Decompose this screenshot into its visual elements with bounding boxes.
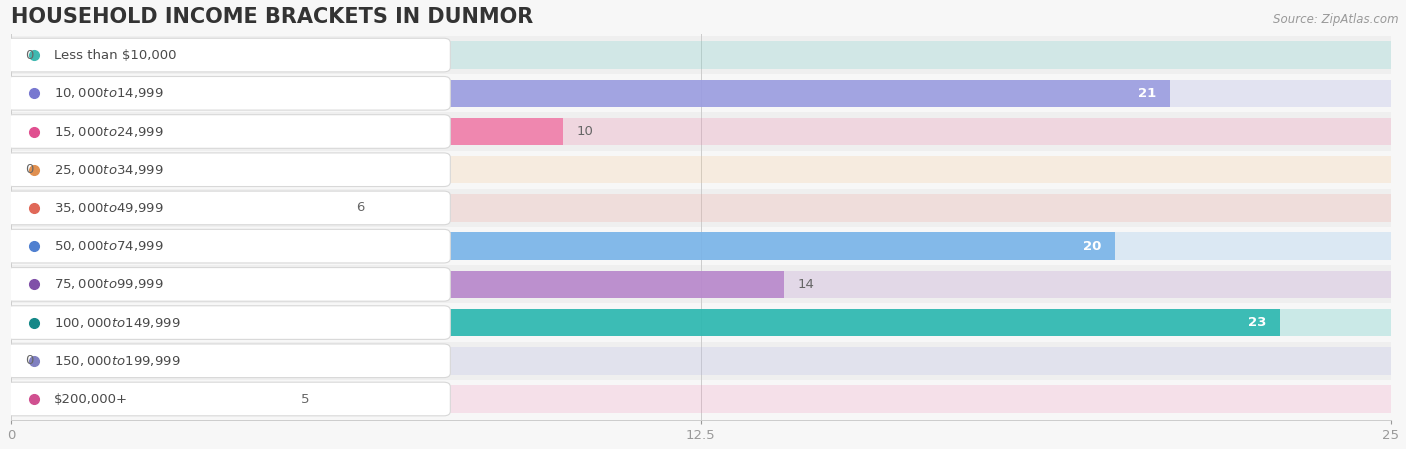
Bar: [11, 79, 1170, 107]
Text: $15,000 to $24,999: $15,000 to $24,999: [55, 124, 165, 138]
Bar: [11, 309, 1281, 336]
Text: $25,000 to $34,999: $25,000 to $34,999: [55, 163, 165, 177]
FancyBboxPatch shape: [7, 76, 450, 110]
Text: 6: 6: [356, 202, 364, 215]
FancyBboxPatch shape: [7, 191, 450, 225]
Bar: [11, 74, 1391, 112]
Bar: [11, 385, 287, 413]
Text: 23: 23: [1249, 316, 1267, 329]
Text: $100,000 to $149,999: $100,000 to $149,999: [55, 316, 181, 330]
Bar: [11, 233, 1391, 260]
Text: 0: 0: [25, 163, 34, 176]
FancyBboxPatch shape: [7, 153, 450, 186]
Bar: [11, 41, 1391, 69]
FancyBboxPatch shape: [7, 268, 450, 301]
Bar: [11, 227, 1391, 265]
Bar: [11, 150, 1391, 189]
FancyBboxPatch shape: [7, 382, 450, 416]
Text: HOUSEHOLD INCOME BRACKETS IN DUNMOR: HOUSEHOLD INCOME BRACKETS IN DUNMOR: [11, 7, 533, 27]
Text: $10,000 to $14,999: $10,000 to $14,999: [55, 86, 165, 100]
Bar: [11, 112, 1391, 150]
Text: 5: 5: [301, 392, 309, 405]
Bar: [11, 36, 1391, 74]
Text: $200,000+: $200,000+: [55, 392, 128, 405]
Text: 20: 20: [1083, 240, 1101, 253]
Bar: [11, 347, 1391, 374]
Bar: [11, 194, 342, 222]
Bar: [11, 309, 1391, 336]
FancyBboxPatch shape: [7, 229, 450, 263]
Bar: [11, 304, 1391, 342]
Bar: [11, 271, 1391, 298]
Bar: [11, 233, 1115, 260]
Text: 21: 21: [1137, 87, 1156, 100]
Text: $50,000 to $74,999: $50,000 to $74,999: [55, 239, 165, 253]
Bar: [11, 265, 1391, 304]
Text: 10: 10: [576, 125, 593, 138]
Text: $35,000 to $49,999: $35,000 to $49,999: [55, 201, 165, 215]
FancyBboxPatch shape: [7, 344, 450, 378]
Bar: [11, 79, 1391, 107]
Bar: [11, 156, 1391, 184]
Text: 0: 0: [25, 48, 34, 62]
Bar: [11, 380, 1391, 418]
Bar: [11, 118, 562, 145]
Bar: [11, 189, 1391, 227]
FancyBboxPatch shape: [7, 38, 450, 72]
Text: $150,000 to $199,999: $150,000 to $199,999: [55, 354, 181, 368]
Text: 14: 14: [797, 278, 814, 291]
Bar: [11, 194, 1391, 222]
Bar: [11, 118, 1391, 145]
Bar: [11, 271, 783, 298]
FancyBboxPatch shape: [7, 306, 450, 339]
Text: $75,000 to $99,999: $75,000 to $99,999: [55, 277, 165, 291]
Text: Source: ZipAtlas.com: Source: ZipAtlas.com: [1274, 13, 1399, 26]
Bar: [11, 342, 1391, 380]
Text: Less than $10,000: Less than $10,000: [55, 48, 177, 62]
Text: 0: 0: [25, 354, 34, 367]
Bar: [11, 385, 1391, 413]
FancyBboxPatch shape: [7, 114, 450, 148]
